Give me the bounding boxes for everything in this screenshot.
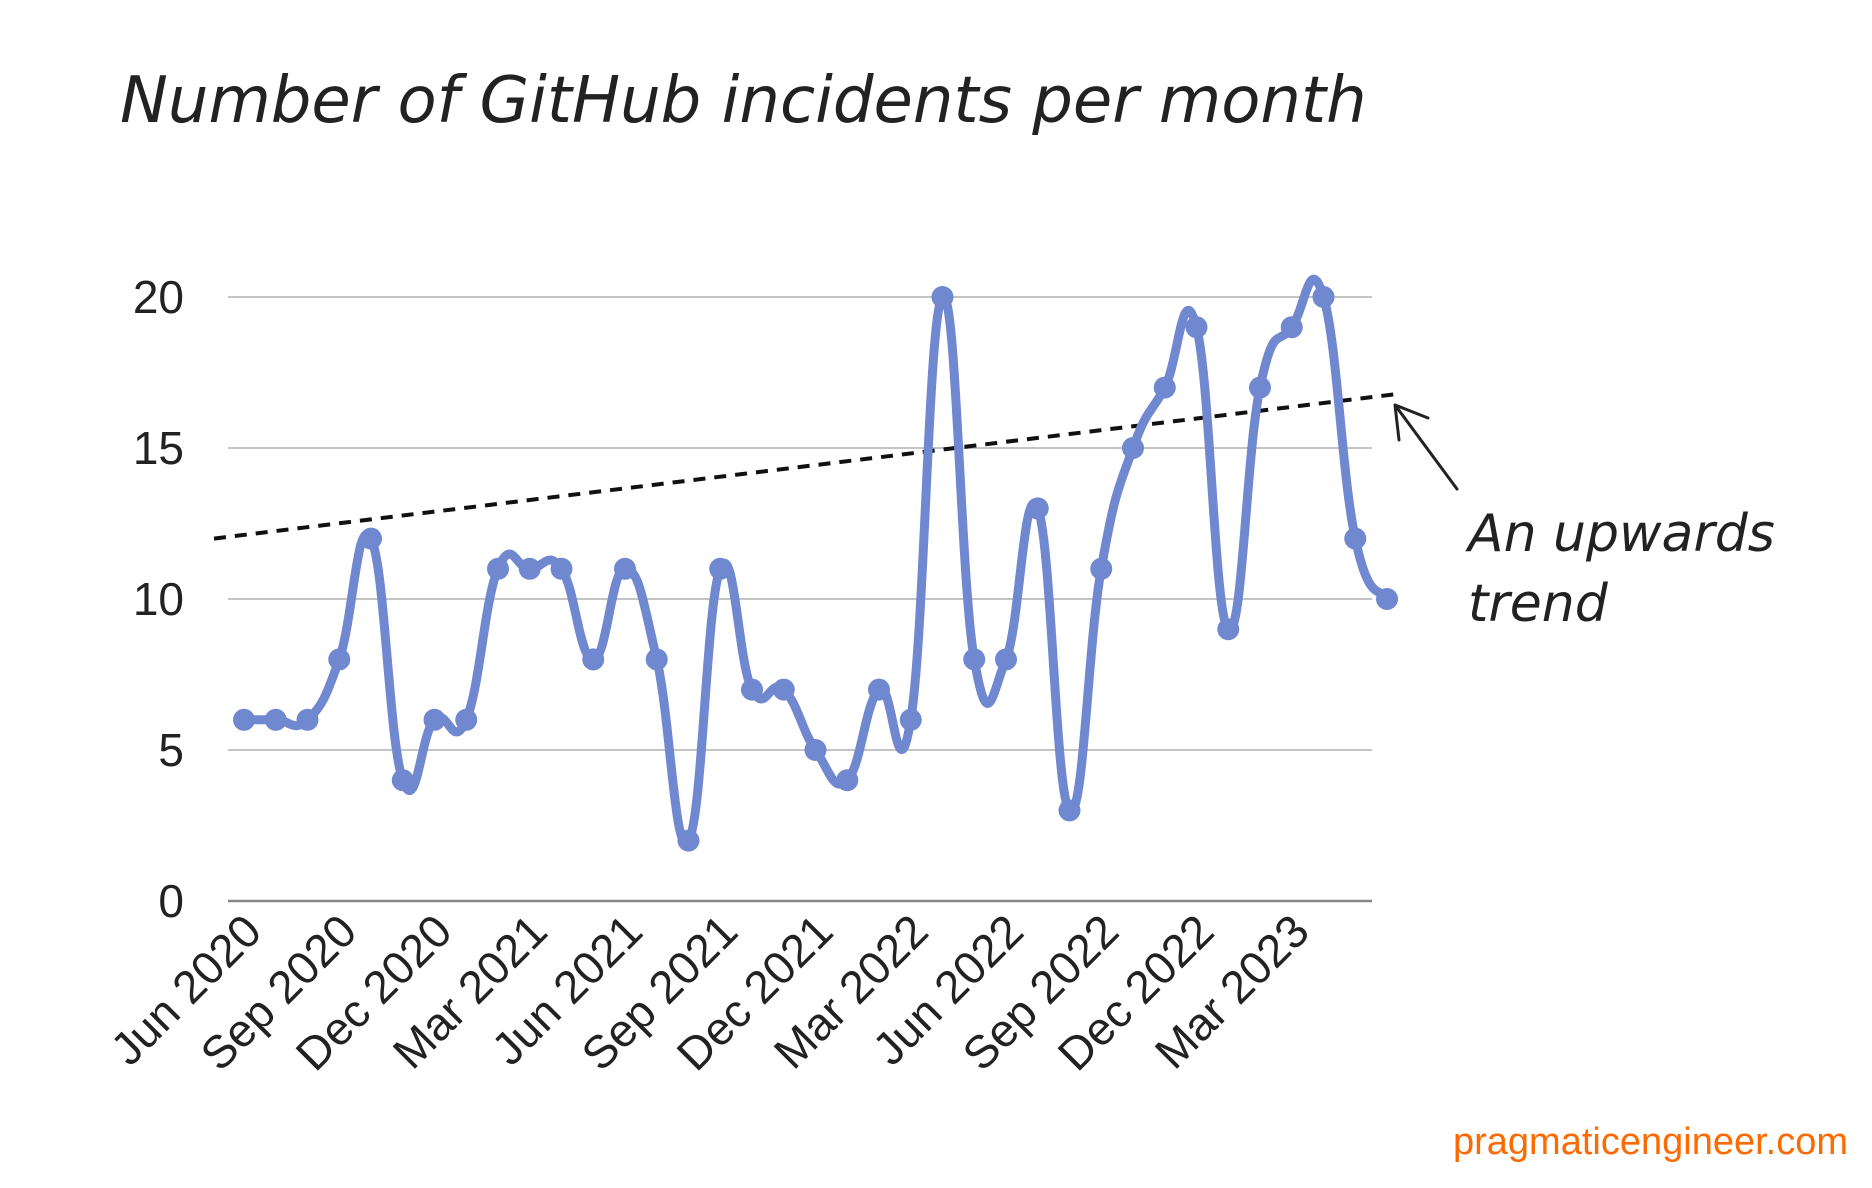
y-tick-label: 5 (158, 724, 184, 776)
data-point (1090, 557, 1113, 580)
data-point (804, 739, 827, 761)
data-point (1249, 376, 1271, 399)
data-point (233, 708, 255, 731)
data-point (296, 708, 319, 731)
data-point (1344, 527, 1367, 550)
data-point (1122, 437, 1144, 459)
data-point (741, 678, 763, 701)
annotation: An upwards trend (1393, 403, 1775, 634)
y-tick-label: 15 (133, 422, 184, 474)
data-point (1058, 799, 1081, 822)
data-point (518, 557, 541, 580)
data-point (360, 527, 382, 550)
data-point (963, 648, 986, 671)
data-point (1376, 588, 1398, 610)
data-point (614, 557, 636, 580)
data-point (899, 708, 922, 731)
data-point (1153, 376, 1176, 399)
data-point (487, 557, 509, 580)
data-point (1185, 316, 1208, 339)
data-point (1026, 497, 1049, 520)
data-point (931, 286, 954, 308)
data-point (423, 708, 446, 731)
data-point (328, 648, 351, 671)
trend-line-path (213, 391, 1401, 541)
data-point (1312, 286, 1335, 308)
data-points (233, 286, 1398, 852)
chart-title: Number of GitHub incidents per month (120, 64, 1367, 138)
annotation-line-2: trend (1468, 574, 1609, 634)
data-point (391, 769, 414, 792)
data-point (772, 678, 795, 701)
data-point (868, 678, 890, 701)
y-axis-ticks: 0 5 10 15 20 (133, 271, 184, 927)
data-point (709, 557, 732, 580)
annotation-line-1: An upwards (1465, 504, 1775, 564)
data-point (1280, 316, 1303, 339)
data-point (677, 829, 700, 852)
y-tick-label: 0 (158, 875, 184, 927)
data-point (264, 708, 287, 731)
data-point (582, 648, 605, 671)
data-point (645, 648, 668, 671)
source-credit[interactable]: pragmaticengineer.com (1453, 1121, 1848, 1163)
data-point (455, 708, 478, 731)
y-tick-label: 20 (133, 271, 184, 323)
data-point (995, 648, 1017, 671)
y-tick-label: 10 (133, 573, 184, 625)
data-point (1217, 618, 1240, 641)
data-point (836, 769, 859, 792)
annotation-arrow (1393, 403, 1459, 491)
trend-line (213, 391, 1401, 541)
data-point (550, 557, 573, 580)
